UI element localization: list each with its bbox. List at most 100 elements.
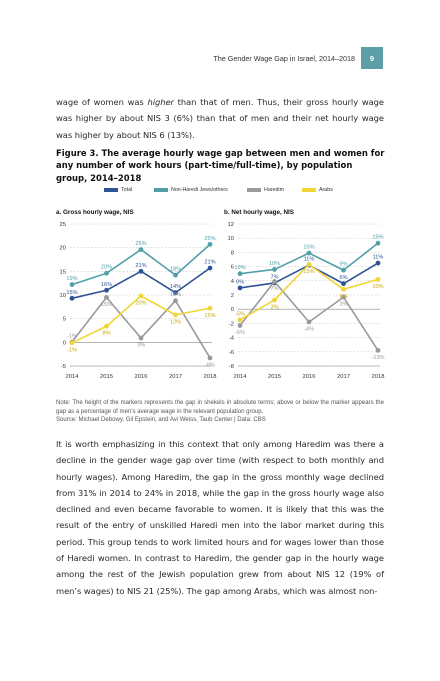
legend-swatch-non-haredi xyxy=(154,188,168,192)
legend-label-haredim: Haredim xyxy=(264,187,285,193)
data-point-non-haredi xyxy=(341,267,346,273)
data-point-non-haredi xyxy=(272,267,277,272)
y-tick-label: 5 xyxy=(63,317,66,323)
legend-item-arabs: Arabs xyxy=(302,187,333,193)
data-point-non-haredi xyxy=(207,241,213,247)
data-label-arabs: 3% xyxy=(270,304,278,310)
y-tick-label: 8 xyxy=(231,250,234,256)
x-tick-label: 2017 xyxy=(169,374,182,380)
data-label-arabs: 20% xyxy=(135,300,146,306)
x-tick-label: 2015 xyxy=(268,374,281,380)
data-label-non-haredi: 15% xyxy=(372,235,383,241)
data-label-haredim: 3% xyxy=(137,343,145,349)
chart-legend: Total Non-Haredi Jews/others Haredim Ara… xyxy=(0,187,440,197)
y-tick-label: 20 xyxy=(60,246,66,252)
page-number-badge: 9 xyxy=(361,47,383,69)
data-point-non-haredi xyxy=(375,240,381,246)
data-label-total: 6% xyxy=(236,279,244,285)
x-tick-label: 2016 xyxy=(135,374,148,380)
data-point-haredim xyxy=(306,319,312,325)
figure-source-text: Source: Michael Debowy, Gil Epstein, and… xyxy=(56,417,266,424)
data-point-arabs xyxy=(306,262,312,267)
running-head-title: The Gender Wage Gap in Israel, 2014–2018 xyxy=(213,54,355,63)
data-point-arabs xyxy=(272,297,277,303)
y-tick-label: 0 xyxy=(63,340,66,346)
data-point-arabs xyxy=(173,312,178,318)
data-label-total: 15% xyxy=(66,290,77,296)
figure-note: Note: The height of the markers represen… xyxy=(56,399,384,425)
data-point-arabs xyxy=(237,317,243,323)
legend-label-non-haredi: Non-Haredi Jews/others xyxy=(171,187,228,193)
data-label-total: 11% xyxy=(304,257,315,263)
data-point-haredim xyxy=(138,335,144,341)
data-label-arabs: -1% xyxy=(67,347,77,353)
data-point-non-haredi xyxy=(138,247,144,252)
data-label-haredim: -8% xyxy=(205,362,215,368)
y-tick-label: -4 xyxy=(229,336,235,342)
data-label-haredim: -6% xyxy=(235,330,245,336)
data-label-arabs: 8% xyxy=(102,331,110,337)
figure-note-text: Note: The height of the markers represen… xyxy=(56,400,384,415)
data-point-haredim xyxy=(375,347,381,353)
y-tick-label: -5 xyxy=(61,364,66,370)
data-point-total xyxy=(173,290,178,296)
data-label-haredim: -1% xyxy=(67,333,77,339)
data-point-non-haredi xyxy=(69,282,75,287)
data-label-non-haredi: 15% xyxy=(303,245,314,251)
data-label-non-haredi: 25% xyxy=(135,241,146,247)
data-point-total xyxy=(207,265,213,271)
y-tick-label: 0 xyxy=(231,307,234,313)
x-tick-label: 2018 xyxy=(372,374,385,380)
y-tick-label: 2 xyxy=(231,293,234,299)
data-point-arabs xyxy=(104,323,109,329)
data-label-total: 6% xyxy=(339,275,347,281)
legend-swatch-arabs xyxy=(302,188,316,192)
legend-swatch-total xyxy=(104,188,118,192)
data-point-haredim xyxy=(207,355,213,361)
data-label-non-haredi: 20% xyxy=(101,265,112,271)
data-label-non-haredi: 10% xyxy=(234,265,245,271)
data-point-haredim xyxy=(237,323,243,328)
data-label-total: 21% xyxy=(204,260,215,266)
intro-text-after: than that of men. Thus, their gross hour… xyxy=(56,97,384,140)
data-label-haredim: -4% xyxy=(304,326,314,332)
net-hourly-wage-chart: -8 -6 -4 -2 0 2 4 6 8 10 12 2014 2015 2016 2017 2018 6% 7… xyxy=(228,222,385,380)
data-label-haredim: -13% xyxy=(371,355,384,361)
data-point-arabs xyxy=(375,276,381,282)
y-tick-label: -6 xyxy=(229,350,234,356)
data-label-non-haredi: 10% xyxy=(269,261,280,267)
data-point-haredim xyxy=(341,294,346,300)
x-tick-label: 2014 xyxy=(66,374,80,380)
data-point-total xyxy=(341,281,346,287)
data-label-arabs: 10% xyxy=(372,284,383,290)
data-point-arabs xyxy=(138,293,144,299)
legend-item-total: Total xyxy=(104,187,132,193)
data-point-non-haredi xyxy=(306,250,312,256)
y-tick-label: 4 xyxy=(231,279,235,285)
intro-text-before: wage of women was xyxy=(56,97,148,107)
legend-label-total: Total xyxy=(121,187,133,193)
legend-label-arabs: Arabs xyxy=(319,187,333,193)
x-tick-label: 2015 xyxy=(100,374,113,380)
y-tick-label: 15 xyxy=(60,269,66,275)
data-label-arabs: 12% xyxy=(170,319,181,325)
data-point-total xyxy=(138,268,144,274)
y-tick-label: 6 xyxy=(231,265,234,271)
data-label-non-haredi: 18% xyxy=(170,267,181,273)
data-label-arabs: 15% xyxy=(303,269,314,275)
data-point-non-haredi xyxy=(237,271,243,277)
data-label-total: 7% xyxy=(270,274,278,280)
data-label-total: 14% xyxy=(170,284,181,290)
figure-title: Figure 3. The average hourly wage gap be… xyxy=(56,148,385,183)
data-point-total xyxy=(237,285,243,291)
legend-swatch-haredim xyxy=(247,188,261,192)
data-point-arabs xyxy=(341,286,346,292)
data-label-haredim: 3% xyxy=(339,302,347,308)
data-point-non-haredi xyxy=(104,270,109,276)
x-tick-label: 2016 xyxy=(303,374,316,380)
data-point-haredim xyxy=(272,279,277,284)
panel-a-title: a. Gross hourly wage, NIS xyxy=(56,209,134,216)
x-tick-label: 2014 xyxy=(234,374,248,380)
data-point-total xyxy=(375,260,381,266)
data-label-total: 11% xyxy=(373,255,384,261)
